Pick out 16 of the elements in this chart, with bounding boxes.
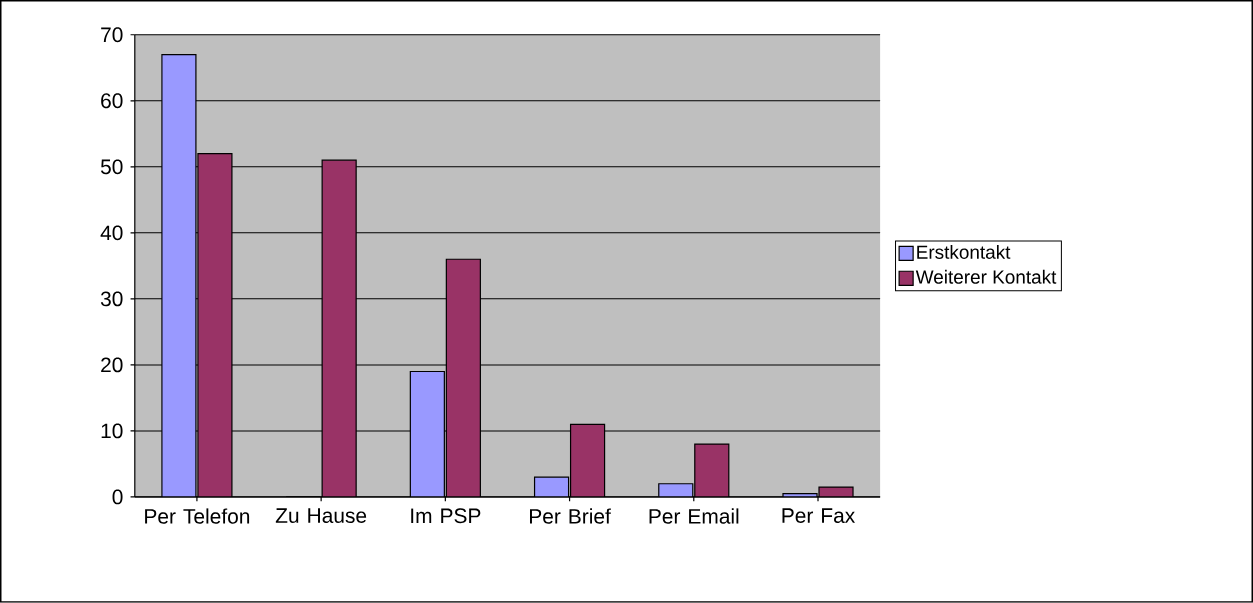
legend-label: Weiterer Kontakt (915, 269, 1057, 284)
y-tick-label: 20 (101, 357, 123, 373)
y-tick-label: 0 (112, 489, 123, 505)
y-tick-label: 10 (101, 423, 123, 439)
y-tick-label: 40 (100, 225, 123, 241)
x-tick-label: Per Email (649, 508, 739, 524)
x-tick-label: Per Brief (530, 508, 611, 524)
legend-label: Erstkontakt (917, 245, 1011, 260)
y-tick-label: 30 (100, 291, 123, 307)
y-tick-label: 60 (101, 93, 123, 109)
x-tick-label: Per Fax (782, 508, 855, 524)
y-tick-label: 70 (101, 27, 123, 43)
y-tick-label: 50 (100, 159, 123, 175)
x-tick-label: Im PSP (411, 508, 481, 524)
x-tick-label: Zu Hause (275, 508, 367, 524)
x-tick-label: Per Telefon (145, 508, 250, 524)
